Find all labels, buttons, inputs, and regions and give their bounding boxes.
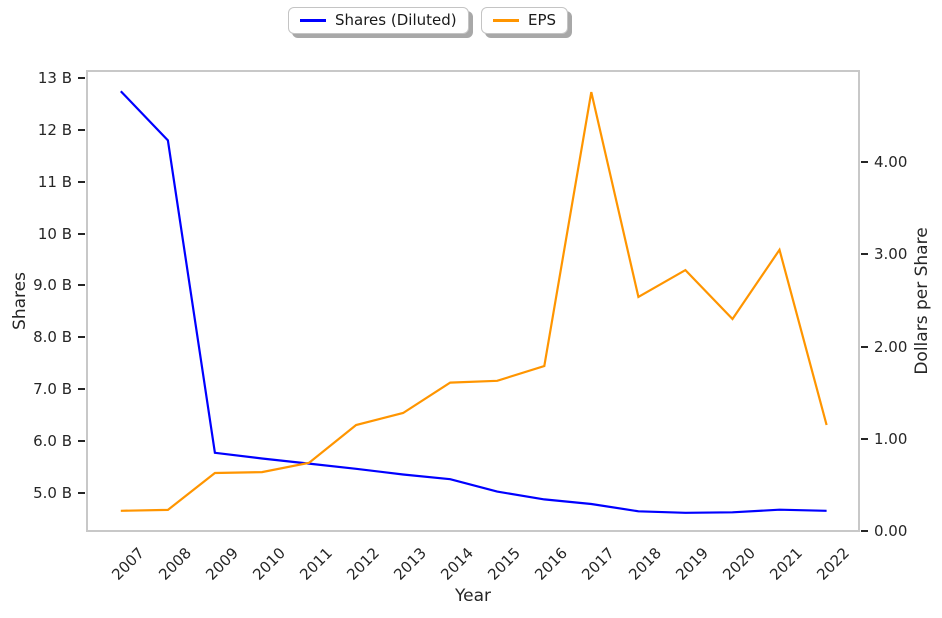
y-tick-mark-left — [78, 180, 85, 183]
y-tick-mark-left — [78, 284, 85, 287]
x-tick-label: 2014 — [437, 544, 477, 584]
x-tick-label: 2012 — [343, 544, 383, 584]
plot-frame — [86, 70, 860, 532]
y-tick-mark-left — [78, 77, 85, 80]
y-tick-label-left: 10 B — [37, 224, 72, 243]
y-tick-mark-left — [78, 439, 85, 442]
y-tick-mark-right — [861, 530, 868, 533]
y-tick-label-left: 11 B — [37, 172, 72, 191]
y-tick-label-left: 12 B — [37, 121, 72, 140]
x-tick-label: 2019 — [672, 544, 713, 584]
y-tick-label-left: 13 B — [37, 69, 72, 88]
x-tick-label: 2020 — [719, 544, 760, 584]
plot-area — [86, 70, 860, 532]
x-tick-label: 2016 — [531, 544, 572, 584]
legend-item-eps: EPS — [481, 7, 569, 34]
y-tick-label-right: 3.00 — [874, 245, 908, 264]
y-tick-mark-left — [78, 491, 85, 494]
y-tick-mark-right — [861, 253, 868, 256]
x-tick-label: 2009 — [201, 544, 242, 584]
eps-line — [120, 91, 828, 512]
legend-item-shares-diluted: Shares (Diluted) — [288, 7, 469, 34]
y-tick-label-left: 5.0 B — [33, 483, 72, 502]
x-tick-label: 2018 — [625, 544, 666, 584]
y-tick-label-right: 4.00 — [874, 153, 908, 172]
y-tick-label-left: 9.0 B — [33, 276, 72, 295]
shares-diluted-line — [120, 90, 827, 514]
y-tick-label-left: 7.0 B — [33, 380, 72, 399]
y-tick-mark-right — [861, 345, 868, 348]
legend-label-eps: EPS — [528, 11, 557, 29]
y-tick-label-right: 0.00 — [874, 522, 908, 541]
x-tick-label: 2022 — [813, 544, 854, 584]
y-tick-mark-left — [78, 388, 85, 391]
right-axis-title: Dollars per Share — [912, 227, 932, 375]
y-tick-mark-right — [861, 437, 868, 440]
y-tick-mark-left — [78, 232, 85, 235]
y-tick-mark-left — [78, 336, 85, 339]
x-tick-label: 2007 — [107, 544, 148, 584]
x-tick-label: 2011 — [296, 544, 336, 584]
shares-line-swatch — [300, 19, 326, 22]
x-tick-label: 2008 — [154, 544, 195, 584]
x-tick-label: 2010 — [248, 544, 289, 584]
y-tick-label-left: 8.0 B — [33, 328, 72, 347]
y-tick-label-left: 6.0 B — [33, 431, 72, 450]
x-tick-label: 2021 — [766, 544, 807, 584]
y-tick-mark-right — [861, 161, 868, 164]
x-tick-label: 2015 — [484, 544, 524, 584]
y-tick-mark-left — [78, 129, 85, 132]
x-tick-label: 2017 — [578, 544, 619, 584]
y-tick-label-right: 2.00 — [874, 337, 908, 356]
eps-line-swatch — [493, 19, 519, 22]
x-tick-label: 2013 — [390, 544, 430, 584]
legend-label-shares-diluted: Shares (Diluted) — [335, 11, 457, 29]
y-tick-label-right: 1.00 — [874, 429, 908, 448]
x-axis-title: Year — [455, 586, 491, 606]
